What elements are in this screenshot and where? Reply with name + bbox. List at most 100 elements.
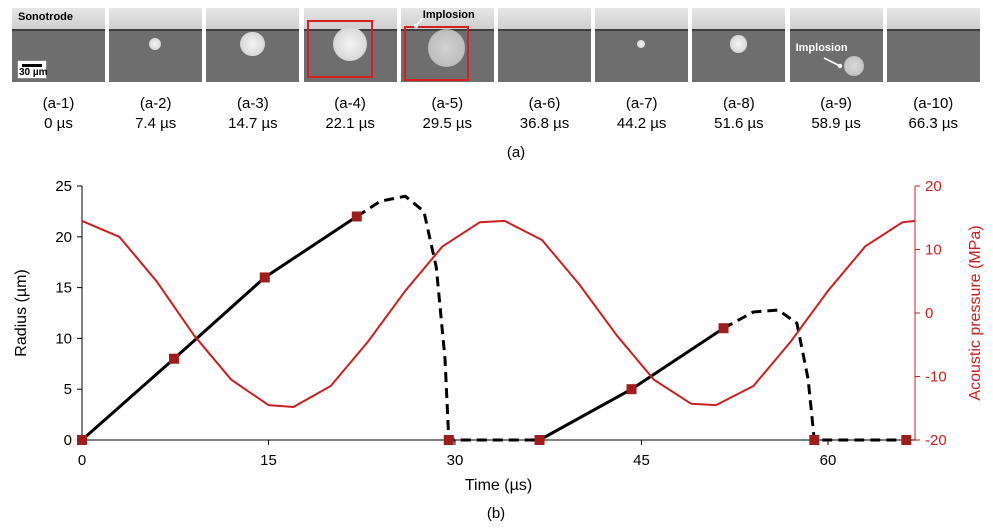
radius-dashed-segment bbox=[722, 308, 907, 442]
frame-caption: (a-2) 7.4 µs bbox=[109, 94, 202, 134]
x-tick-label: 0 bbox=[78, 452, 86, 469]
frame-captions: (a-1) 0 µs (a-2) 7.4 µs (a-3) 14.7 µs (a-4) 22.… bbox=[0, 94, 993, 138]
frame-time: 29.5 µs bbox=[422, 115, 473, 132]
data-point-marker bbox=[77, 435, 87, 445]
frame-id: (a-2) bbox=[139, 95, 172, 112]
y-axis-title: Radius (µm) bbox=[13, 269, 30, 356]
frame-8 bbox=[692, 8, 786, 82]
frame-id: (a-1) bbox=[42, 95, 75, 112]
frame-7 bbox=[595, 8, 689, 82]
sonotrode-surface bbox=[886, 8, 980, 31]
sonotrode-surface bbox=[789, 8, 883, 31]
frame-5: Implosion bbox=[400, 8, 494, 82]
data-point-marker bbox=[443, 435, 454, 445]
frame-10 bbox=[886, 8, 980, 82]
y2-tick-label: -20 bbox=[925, 432, 947, 449]
bubble bbox=[729, 35, 747, 53]
caption-b: (b) bbox=[486, 505, 506, 522]
frame-time: 58.9 µs bbox=[811, 115, 861, 132]
x-tick-label: 30 bbox=[447, 452, 464, 469]
y2-tick-label: 20 bbox=[925, 178, 942, 195]
frame-caption: (a-5) 29.5 µs bbox=[401, 94, 494, 134]
caption-a: (a) bbox=[506, 144, 526, 161]
y-tick-label: 20 bbox=[55, 229, 72, 246]
frame-caption: (a-6) 36.8 µs bbox=[498, 94, 591, 134]
y2-tick-label: -10 bbox=[925, 369, 947, 386]
bubble bbox=[332, 26, 367, 62]
x-axis-title: Time (µs) bbox=[465, 477, 532, 494]
radius-solid-segment bbox=[538, 326, 725, 442]
scale-bar-label: 30 µm bbox=[19, 67, 48, 78]
frame-caption: (a-1) 0 µs bbox=[12, 94, 105, 134]
frame-caption: (a-7) 44.2 µs bbox=[595, 94, 688, 134]
frame-time: 22.1 µs bbox=[325, 115, 375, 132]
frame-id: (a-8) bbox=[723, 95, 755, 112]
y2-tick-label: 10 bbox=[925, 242, 942, 259]
bubble bbox=[428, 29, 466, 67]
x-tick-label: 60 bbox=[820, 452, 837, 469]
frame-time: 7.4 µs bbox=[135, 115, 177, 132]
y-tick-label: 25 bbox=[55, 178, 72, 195]
frame-caption: (a-9) 58.9 µs bbox=[790, 94, 883, 134]
frame-caption: (a-3) 14.7 µs bbox=[206, 94, 299, 134]
data-point-marker bbox=[259, 272, 270, 283]
frame-4 bbox=[303, 8, 397, 82]
frame-9: Implosion bbox=[789, 8, 883, 82]
y-tick-label: 0 bbox=[64, 432, 72, 449]
radius-dashed-segment bbox=[355, 194, 540, 442]
x-tick-label: 45 bbox=[633, 452, 650, 469]
sonotrode-surface bbox=[692, 8, 786, 31]
frame-id: (a-5) bbox=[431, 95, 464, 112]
highlight-box bbox=[403, 26, 469, 81]
bubble bbox=[843, 55, 864, 77]
frame-time: 44.2 µs bbox=[616, 115, 667, 132]
frame-caption: (a-10) 66.3 µs bbox=[887, 94, 980, 134]
y-tick-label: 10 bbox=[55, 330, 72, 347]
sonotrode-surface bbox=[595, 8, 689, 31]
image-strip: Sonotrode 30 µm Implosion Implosion bbox=[12, 8, 982, 82]
frame-time: 14.7 µs bbox=[228, 115, 278, 132]
y-tick-label: 15 bbox=[55, 280, 72, 297]
implosion-label: Implosion bbox=[795, 42, 848, 54]
frame-time: 0 µs bbox=[44, 115, 73, 132]
y2-tick-label: 0 bbox=[925, 305, 933, 322]
sonotrode-label: Sonotrode bbox=[18, 11, 73, 23]
bubble bbox=[637, 40, 646, 48]
frame-id: (a-9) bbox=[820, 95, 852, 112]
frame-id: (a-7) bbox=[625, 95, 658, 112]
implosion-arrow bbox=[413, 17, 424, 29]
frame-6 bbox=[498, 8, 591, 82]
frame-caption: (a-8) 51.6 µs bbox=[692, 94, 785, 134]
sonotrode-surface bbox=[109, 8, 203, 31]
bubble bbox=[148, 37, 162, 51]
frame-id: (a-10) bbox=[913, 95, 954, 112]
frame-time: 66.3 µs bbox=[908, 115, 959, 132]
y2-axis-title: Acoustic pressure (MPa) bbox=[967, 225, 984, 400]
frame-time: 36.8 µs bbox=[519, 115, 570, 132]
sonotrode-surface bbox=[12, 8, 105, 31]
pressure-curve bbox=[81, 219, 916, 408]
data-point-marker bbox=[809, 435, 820, 445]
frame-2 bbox=[109, 8, 203, 82]
data-point-marker bbox=[626, 384, 637, 395]
frame-1: Sonotrode 30 µm bbox=[12, 8, 105, 82]
data-point-marker bbox=[718, 323, 729, 334]
frame-id: (a-3) bbox=[237, 95, 269, 112]
x-tick-label: 15 bbox=[260, 452, 277, 469]
implosion-arrow bbox=[823, 57, 842, 69]
data-point-marker bbox=[169, 353, 180, 364]
frame-id: (a-6) bbox=[528, 95, 561, 112]
sonotrode-surface bbox=[498, 8, 591, 31]
frame-caption: (a-4) 22.1 µs bbox=[304, 94, 397, 134]
bubble bbox=[239, 31, 265, 57]
frame-time: 51.6 µs bbox=[714, 115, 764, 132]
data-point-marker bbox=[534, 435, 545, 445]
data-point-marker bbox=[351, 211, 362, 222]
frame-id: (a-4) bbox=[334, 95, 366, 112]
radius-solid-segment bbox=[81, 215, 358, 442]
scale-bar: 30 µm bbox=[17, 60, 48, 79]
sonotrode-surface bbox=[206, 8, 300, 31]
frame-3 bbox=[206, 8, 300, 82]
y-tick-label: 5 bbox=[64, 381, 72, 398]
